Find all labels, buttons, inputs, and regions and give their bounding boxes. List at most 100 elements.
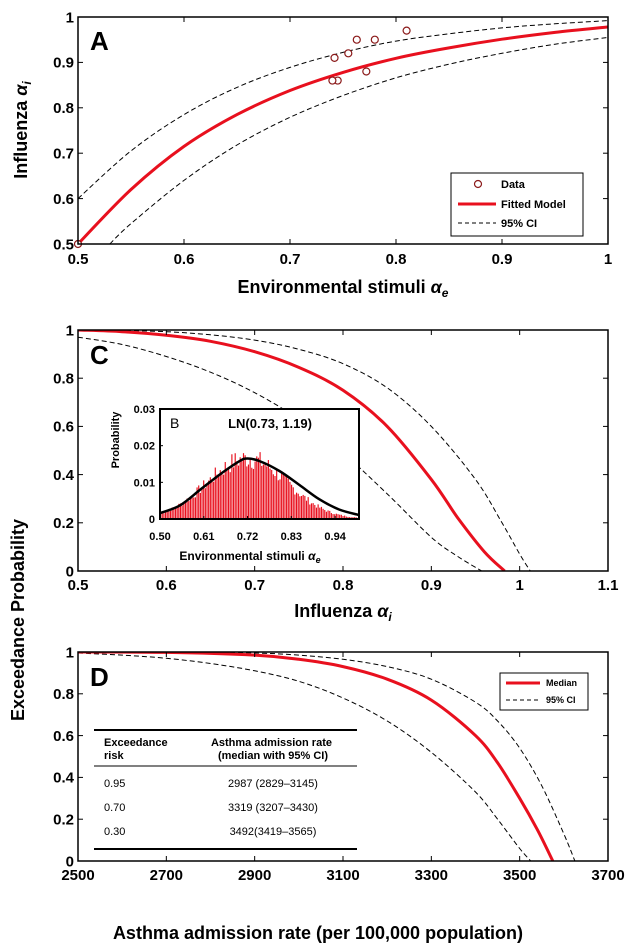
histogram-bar bbox=[191, 496, 193, 519]
y-tick-label: 0.5 bbox=[53, 236, 74, 253]
histogram-bar bbox=[302, 494, 304, 519]
histogram-bar bbox=[307, 497, 309, 519]
histogram-bar bbox=[186, 498, 188, 519]
histogram-bar bbox=[234, 453, 236, 519]
y-tick-label: 0 bbox=[66, 563, 74, 580]
panel-d-x-label: Asthma admission rate (per 100,000 popul… bbox=[113, 923, 523, 943]
histogram-bar bbox=[259, 452, 261, 519]
histogram-bar bbox=[309, 504, 311, 519]
x-tick-label: 3100 bbox=[326, 867, 359, 884]
y-tick-label: 1 bbox=[66, 322, 74, 339]
data-point bbox=[370, 35, 379, 44]
x-tick-label: 0.6 bbox=[174, 251, 195, 268]
histogram-bar bbox=[315, 507, 318, 519]
x-tick-label: 0.72 bbox=[237, 531, 258, 543]
histogram-bar bbox=[271, 469, 273, 519]
panel-b-y-ticks: 0 0.01 0.02 0.03 bbox=[134, 404, 163, 526]
histogram-bar bbox=[320, 506, 323, 519]
panel-d-table: Exceedance risk Asthma admission rate (m… bbox=[94, 729, 357, 850]
x-tick-label: 0.9 bbox=[492, 251, 513, 268]
histogram-bar bbox=[325, 511, 327, 519]
histogram-bar bbox=[337, 514, 339, 519]
y-tick-label: 1 bbox=[66, 9, 74, 26]
y-tick-label: 0.8 bbox=[53, 686, 74, 703]
histogram-bar bbox=[347, 516, 349, 519]
x-tick-label: 0.94 bbox=[324, 531, 346, 543]
panel-b-y-label: Probability bbox=[110, 411, 122, 469]
panel-a-ci-upper-line bbox=[78, 20, 608, 199]
histogram-bar bbox=[169, 511, 172, 519]
histogram-bar bbox=[198, 485, 200, 519]
histogram-bar bbox=[246, 466, 248, 519]
panel-a-ci-lower-line bbox=[109, 36, 608, 244]
data-point bbox=[344, 49, 353, 58]
histogram-bar bbox=[221, 472, 223, 519]
histogram-bar bbox=[249, 459, 251, 519]
table-row-1-rate: 3319 (3207–3430) bbox=[228, 802, 318, 814]
histogram-bar bbox=[279, 479, 281, 519]
histogram-bar bbox=[327, 510, 329, 519]
panel-b-inset: 0.50 0.61 0.72 0.83 0.94 0 0.01 0.02 0.03 B LN(… bbox=[110, 404, 360, 565]
x-tick-label: 0.61 bbox=[193, 531, 214, 543]
panel-a-legend: Data Fitted Model 95% CI bbox=[450, 172, 584, 237]
legend-ci-label: 95% CI bbox=[501, 218, 537, 230]
legend-fitted-label: Fitted Model bbox=[501, 199, 566, 211]
y-tick-label: 0.03 bbox=[134, 404, 155, 416]
histogram-bar bbox=[330, 513, 332, 519]
data-point bbox=[328, 76, 337, 85]
histogram-bar bbox=[231, 454, 233, 519]
x-tick-label: 0.50 bbox=[149, 531, 170, 543]
histogram-bar bbox=[340, 514, 342, 519]
histogram-bar bbox=[244, 455, 246, 519]
x-tick-label: 0.7 bbox=[280, 251, 301, 268]
panel-c-median-line bbox=[78, 330, 506, 571]
histogram-bar bbox=[266, 466, 268, 519]
histogram-bar bbox=[164, 512, 167, 519]
y-tick-label: 0.9 bbox=[53, 55, 74, 72]
panel-d-x-ticks: 2500 2700 2900 3100 3300 3500 3700 bbox=[61, 652, 625, 884]
y-tick-label: 0 bbox=[66, 853, 74, 870]
histogram-bar bbox=[206, 483, 208, 519]
histogram-bar bbox=[345, 516, 347, 519]
table-row-0-rate: 2987 (2829–3145) bbox=[228, 778, 318, 790]
histogram-bar bbox=[299, 496, 301, 519]
histogram-bar bbox=[332, 514, 334, 519]
panel-a-axes-box bbox=[77, 16, 609, 245]
histogram-bar bbox=[339, 514, 341, 519]
histogram-bar bbox=[281, 473, 283, 519]
histogram-bar bbox=[179, 503, 182, 519]
legend-data-label: Data bbox=[501, 179, 526, 191]
histogram-bar bbox=[184, 502, 187, 519]
histogram-bar bbox=[189, 496, 192, 519]
histogram-bar bbox=[229, 472, 231, 519]
panel-a-x-label: Environmental stimuli αe bbox=[238, 277, 449, 300]
histogram-bar bbox=[199, 492, 201, 519]
histogram-bar bbox=[232, 467, 235, 519]
data-point bbox=[362, 67, 371, 76]
histogram-bar bbox=[173, 507, 175, 519]
panel-a-fitted-model-line bbox=[78, 25, 608, 244]
histogram-bar bbox=[209, 477, 211, 519]
y-tick-label: 0.02 bbox=[134, 441, 155, 453]
panel-c-ci-lower-line bbox=[78, 336, 482, 571]
histogram-bar bbox=[211, 481, 213, 519]
panel-d-letter: D bbox=[90, 662, 109, 692]
x-tick-label: 0.8 bbox=[333, 577, 354, 594]
histogram-bar bbox=[294, 494, 296, 519]
histogram-bar bbox=[289, 481, 291, 519]
y-tick-label: 0.8 bbox=[53, 370, 74, 387]
y-tick-label: 0.8 bbox=[53, 100, 74, 117]
histogram-bar bbox=[183, 502, 185, 519]
histogram-bar bbox=[203, 480, 205, 519]
histogram-bar bbox=[168, 510, 170, 519]
y-tick-label: 0 bbox=[149, 514, 155, 526]
histogram-bar bbox=[267, 459, 269, 519]
histogram-bar bbox=[277, 480, 279, 519]
panel-d-y-ticks: 0 0.2 0.4 0.6 0.8 1 bbox=[53, 644, 608, 870]
x-tick-label: 3700 bbox=[591, 867, 624, 884]
histogram-bar bbox=[342, 515, 344, 519]
histogram-bar bbox=[300, 496, 303, 519]
x-tick-label: 1.1 bbox=[598, 577, 619, 594]
histogram-bar bbox=[286, 476, 288, 519]
histogram-bar bbox=[227, 467, 230, 519]
